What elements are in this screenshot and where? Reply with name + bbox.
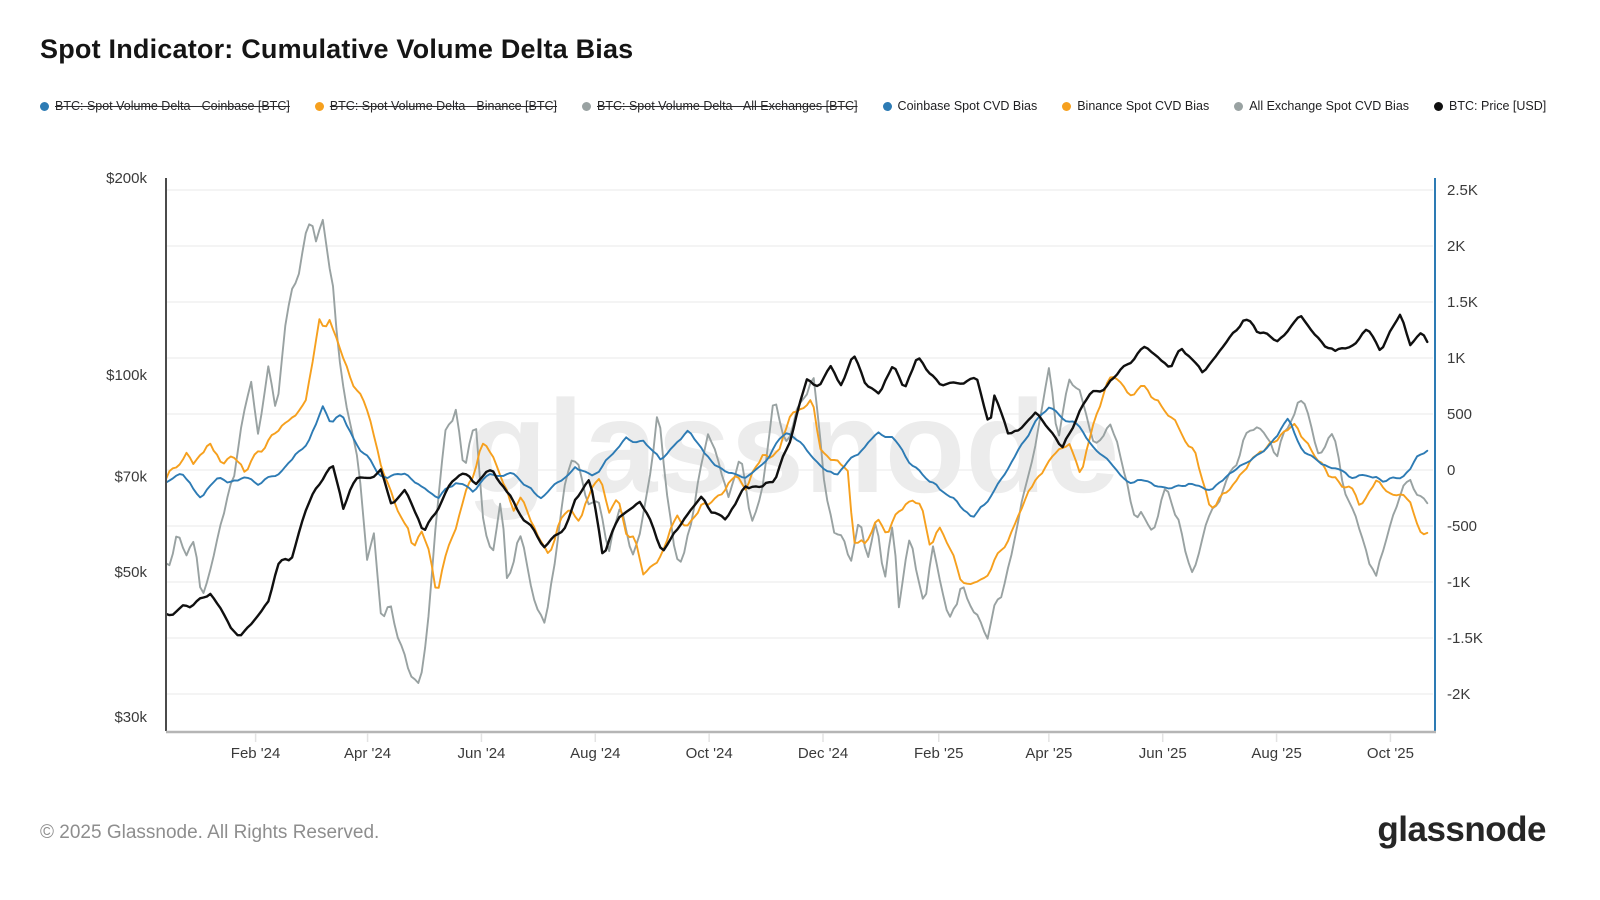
series-btc-price-usd- [166, 313, 1429, 637]
y-axis-right-tick-label: 2K [1447, 238, 1465, 255]
legend-item-label: BTC: Price [USD] [1449, 99, 1547, 113]
y-axis-right-tick-label: 1K [1447, 350, 1465, 367]
y-axis-right-tick-label: -500 [1447, 518, 1477, 535]
legend-dot-icon [882, 101, 892, 111]
y-axis-right-tick-label: -1K [1447, 574, 1470, 591]
legend-item-label: Coinbase Spot CVD Bias [897, 99, 1038, 113]
legend-item-label: BTC: Spot Volume Delta - All Exchanges [… [597, 99, 858, 113]
y-axis-right-tick-label: 2.5K [1447, 182, 1478, 199]
legend-item-label: Binance Spot CVD Bias [1077, 99, 1210, 113]
legend-item-spot-volume-delta-binance[interactable]: BTC: Spot Volume Delta - Binance [BTC] [314, 99, 558, 113]
legend-dot-icon [1062, 101, 1072, 111]
legend-item-spot-volume-delta-coinbase[interactable]: BTC: Spot Volume Delta - Coinbase [BTC] [40, 99, 290, 113]
legend-item-spot-volume-delta-all-exchanges[interactable]: BTC: Spot Volume Delta - All Exchanges [… [582, 99, 858, 113]
y-axis-left-tick-label: $30k [114, 709, 147, 726]
y-axis-right-tick-label: 0 [1447, 462, 1455, 479]
legend-item-all-exchange-cvd-bias[interactable]: All Exchange Spot CVD Bias [1234, 99, 1409, 113]
x-axis-tick-label: Feb '24 [231, 745, 281, 762]
x-axis-tick-label: Aug '25 [1251, 745, 1301, 762]
x-axis-tick-label: Feb '25 [914, 745, 964, 762]
legend-dot-icon [1434, 101, 1444, 111]
x-axis-tick-label: Oct '25 [1367, 745, 1414, 762]
y-axis-right-tick-label: 1.5K [1447, 294, 1478, 311]
x-axis-tick-label: Oct '24 [686, 745, 733, 762]
legend-dot-icon [40, 101, 49, 111]
legend-item-binance-cvd-bias[interactable]: Binance Spot CVD Bias [1062, 99, 1209, 113]
legend-dot-icon [314, 101, 324, 111]
y-axis-right-tick-label: -1.5K [1447, 630, 1483, 647]
legend-item-label: BTC: Spot Volume Delta - Coinbase [BTC] [55, 99, 290, 113]
legend: BTC: Spot Volume Delta - Coinbase [BTC] … [40, 99, 1546, 113]
x-axis-tick-label: Dec '24 [798, 745, 848, 762]
legend-dot-icon [1234, 101, 1244, 111]
x-axis-tick-label: Jun '24 [457, 745, 505, 762]
legend-dot-icon [582, 101, 592, 111]
legend-item-coinbase-cvd-bias[interactable]: Coinbase Spot CVD Bias [882, 99, 1038, 113]
x-axis-tick-label: Aug '24 [570, 745, 620, 762]
copyright-text: © 2025 Glassnode. All Rights Reserved. [40, 822, 380, 843]
y-axis-left-tick-label: $50k [114, 564, 147, 581]
cvd-bias-chart[interactable]: glassnode $200k $100k $70k $50k $30k 2.5K 2K 1.5… [0, 0, 1600, 790]
legend-item-btc-price[interactable]: BTC: Price [USD] [1434, 99, 1546, 113]
x-axis-tick-label: Apr '24 [344, 745, 391, 762]
glassnode-logo: glassnode [1377, 810, 1546, 849]
y-axis-left-tick-label: $200k [106, 170, 147, 187]
legend-item-label: BTC: Spot Volume Delta - Binance [BTC] [329, 99, 558, 113]
glassnode-watermark: glassnode [467, 373, 1120, 520]
y-axis-left-tick-label: $70k [114, 468, 147, 485]
series-coinbase-spot-cvd-bias [166, 405, 1429, 518]
y-axis-left-tick-label: $100k [106, 367, 147, 384]
y-axis-right-tick-label: -2K [1447, 686, 1470, 703]
page-title: Spot Indicator: Cumulative Volume Delta … [40, 34, 634, 64]
y-axis-right-tick-label: 500 [1447, 406, 1472, 423]
x-axis-tick-label: Apr '25 [1025, 745, 1072, 762]
legend-item-label: All Exchange Spot CVD Bias [1249, 99, 1410, 113]
x-axis-tick-label: Jun '25 [1139, 745, 1187, 762]
